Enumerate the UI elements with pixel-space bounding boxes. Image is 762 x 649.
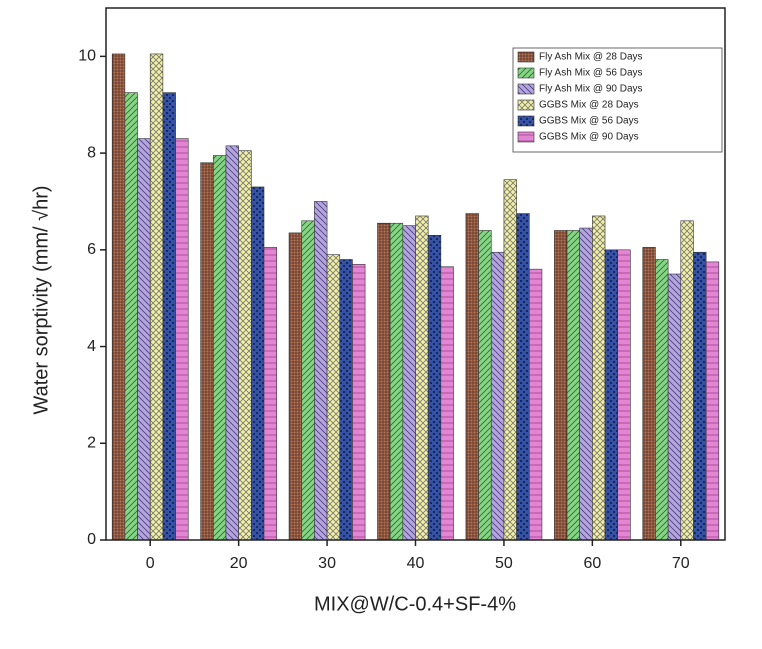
bar: [301, 220, 315, 541]
bar: [503, 179, 517, 541]
bar: [604, 249, 619, 541]
bar: [427, 235, 442, 541]
bar: [617, 249, 631, 541]
bar: [592, 215, 606, 541]
bar: [655, 259, 669, 541]
bar: [238, 150, 252, 541]
bar: [137, 138, 151, 541]
bar: [680, 220, 694, 541]
legend-swatch: [517, 51, 535, 63]
bar: [377, 222, 391, 541]
bar: [263, 247, 277, 541]
x-tick-label: 50: [495, 555, 513, 572]
y-tick-label: 2: [87, 434, 96, 451]
bar: [667, 273, 682, 541]
bar: [175, 138, 189, 541]
legend-label: GGBS Mix @ 28 Days: [539, 100, 639, 111]
bar: [566, 230, 580, 541]
x-tick-label: 20: [230, 555, 248, 572]
bar: [124, 92, 138, 541]
bar: [440, 266, 454, 541]
y-axis-label: Water sorptivity (mm/ √hr): [30, 185, 52, 414]
bar: [528, 268, 543, 541]
bar: [579, 227, 593, 541]
y-tick-label: 6: [87, 241, 96, 258]
bar: [111, 53, 126, 541]
bar: [490, 251, 505, 541]
bar: [225, 145, 239, 541]
bar: [326, 254, 341, 541]
bar: [200, 162, 214, 541]
bar: [693, 251, 707, 541]
y-tick-label: 4: [87, 338, 96, 355]
x-tick-label: 60: [583, 555, 601, 572]
legend-swatch: [517, 67, 535, 79]
y-tick-label: 8: [87, 144, 96, 161]
bar: [478, 230, 492, 541]
bar: [314, 201, 328, 541]
y-tick-label: 10: [78, 48, 96, 65]
x-tick-label: 70: [672, 555, 690, 572]
legend-swatch: [517, 131, 535, 143]
legend-label: Fly Ash Mix @ 56 Days: [539, 68, 643, 79]
x-axis-label: MIX@W/C-0.4+SF-4%: [314, 593, 516, 615]
bar: [352, 264, 366, 541]
y-tick-label: 0: [87, 531, 96, 548]
bar: [642, 247, 656, 541]
bar: [389, 222, 404, 541]
bar: [149, 53, 164, 541]
bar: [339, 259, 353, 541]
bar: [516, 213, 530, 541]
x-tick-label: 30: [318, 555, 336, 572]
bar: [402, 225, 416, 541]
legend-swatch: [517, 99, 535, 111]
legend-label: Fly Ash Mix @ 90 Days: [539, 84, 643, 95]
legend-swatch: [517, 115, 535, 127]
legend-label: GGBS Mix @ 56 Days: [539, 116, 639, 127]
legend-swatch: [517, 83, 535, 95]
plot-frame: [105, 7, 726, 541]
bar: [251, 186, 265, 541]
bar: [212, 155, 227, 541]
bar: [415, 215, 429, 541]
bar: [465, 213, 479, 541]
legend-box: [512, 47, 723, 153]
legend-label: Fly Ash Mix @ 28 Days: [539, 52, 643, 63]
x-tick-label: 40: [407, 555, 425, 572]
bar: [705, 261, 720, 541]
bar: [162, 92, 176, 541]
x-tick-label: 0: [146, 555, 155, 572]
bar: [288, 232, 303, 541]
bar: [554, 230, 568, 541]
legend-label: GGBS Mix @ 90 Days: [539, 132, 639, 143]
